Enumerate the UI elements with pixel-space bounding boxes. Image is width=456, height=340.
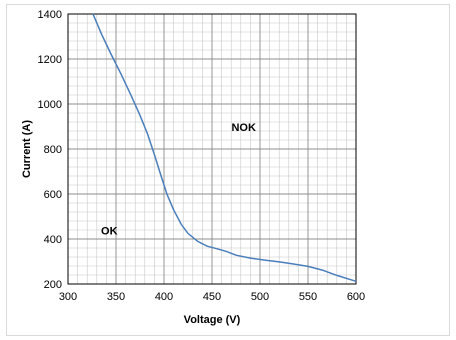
y-tick-label: 1400 xyxy=(38,9,62,21)
annotation-ok: OK xyxy=(101,226,118,238)
x-axis-ticks: 300 350 400 450 500 550 600 xyxy=(59,291,365,303)
y-axis-ticks: 200 400 600 800 1000 1200 1400 xyxy=(38,9,62,291)
y-tick-label: 1200 xyxy=(38,54,62,66)
x-axis-title: Voltage (V) xyxy=(184,314,241,326)
x-tick-label: 300 xyxy=(59,291,77,303)
y-tick-label: 1000 xyxy=(38,99,62,111)
y-axis-title: Current (A) xyxy=(21,120,33,178)
annotations: NOK OK xyxy=(101,122,256,238)
x-tick-label: 400 xyxy=(155,291,173,303)
x-tick-label: 350 xyxy=(107,291,125,303)
x-tick-label: 550 xyxy=(299,291,317,303)
plot-area-border xyxy=(67,13,357,285)
y-tick-label: 600 xyxy=(44,189,62,201)
series-line xyxy=(92,13,357,283)
y-tick-label: 400 xyxy=(44,234,62,246)
x-tick-label: 500 xyxy=(251,291,269,303)
y-tick-label: 800 xyxy=(44,144,62,156)
x-tick-label: 600 xyxy=(347,291,365,303)
x-tick-label: 450 xyxy=(203,291,221,303)
y-tick-label: 200 xyxy=(44,279,62,291)
annotation-nok: NOK xyxy=(231,122,256,134)
